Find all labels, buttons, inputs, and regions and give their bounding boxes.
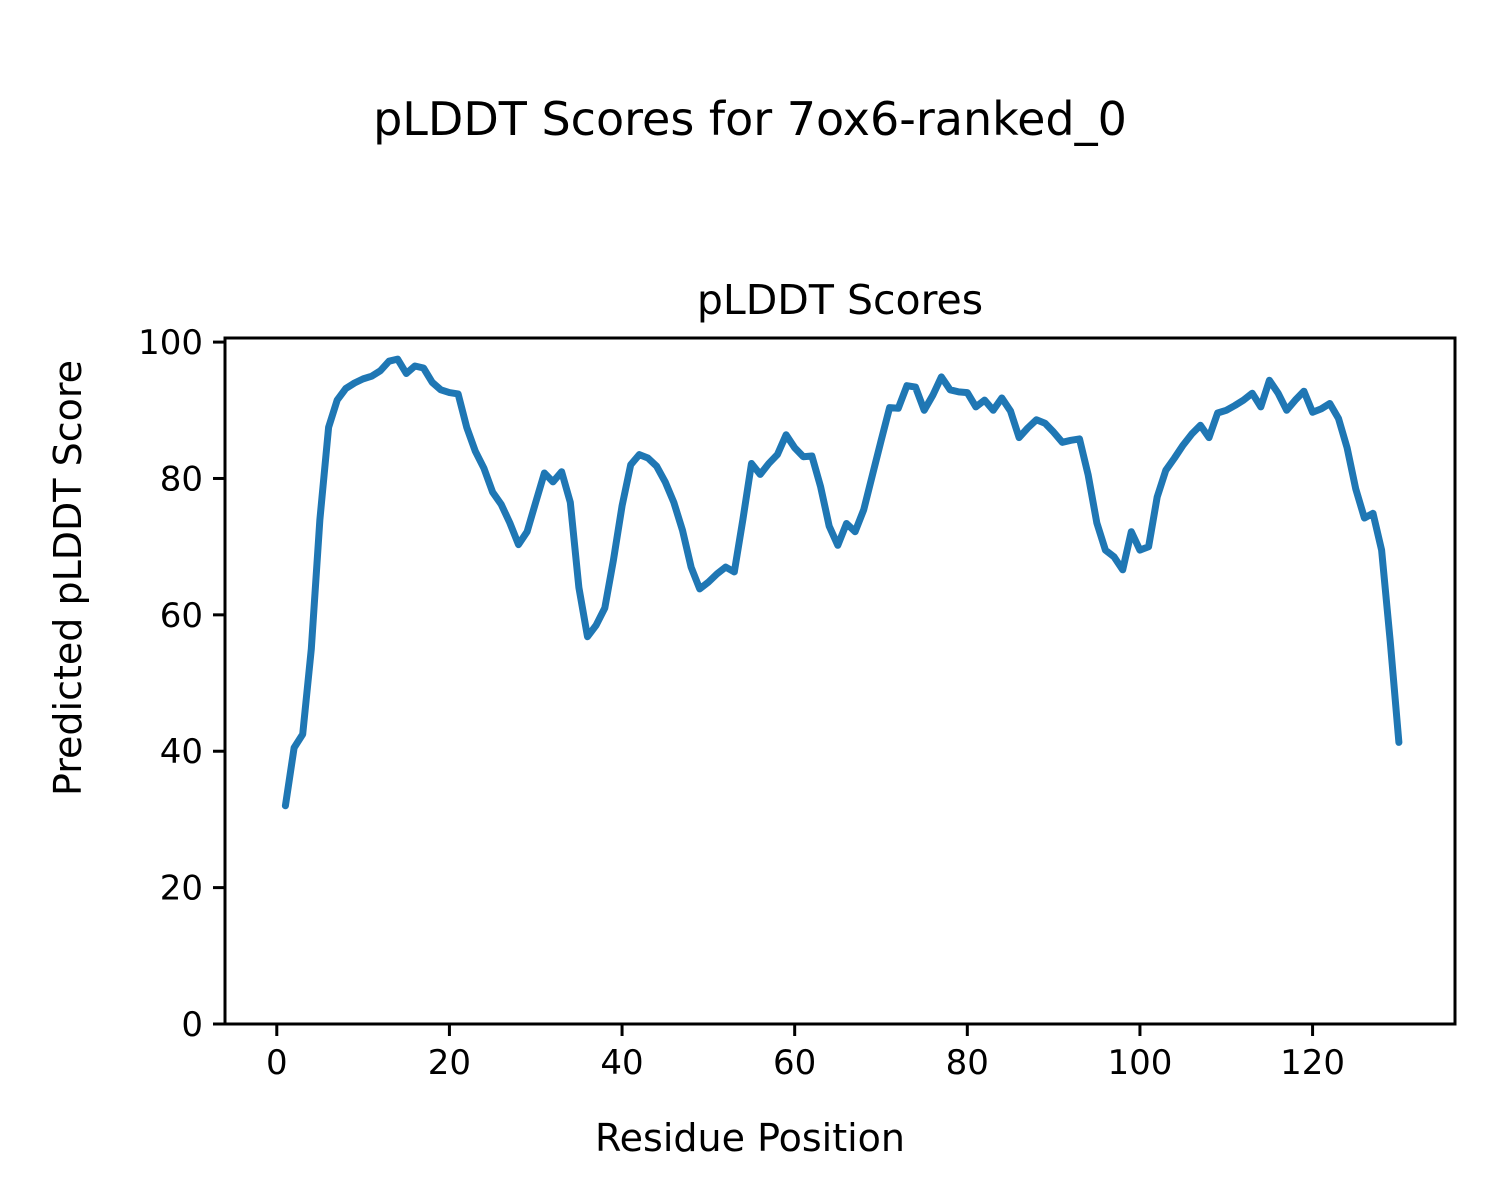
x-axis-label: Residue Position (594, 1116, 906, 1160)
x-tick-label: 40 (600, 1043, 643, 1083)
y-tick-label: 0 (181, 1005, 203, 1045)
x-tick-label: 120 (1280, 1043, 1345, 1083)
x-tick-label: 20 (428, 1043, 471, 1083)
y-axis-label: Predicted pLDDT Score (46, 360, 90, 796)
y-tick-label: 40 (160, 732, 203, 772)
y-tick-label: 80 (160, 459, 203, 499)
plot-border (223, 336, 1457, 1026)
plddt-line (281, 355, 1403, 810)
figure-suptitle: pLDDT Scores for 7ox6-ranked_0 (373, 92, 1127, 146)
x-tick-label: 0 (266, 1043, 288, 1083)
x-tick-label: 100 (1107, 1043, 1172, 1083)
x-tick-label: 60 (773, 1043, 816, 1083)
axes-title: pLDDT Scores (696, 276, 984, 324)
y-tick-label: 20 (160, 869, 203, 909)
y-tick-label: 60 (160, 596, 203, 636)
y-tick-label: 100 (138, 323, 203, 363)
x-tick-label: 80 (946, 1043, 989, 1083)
